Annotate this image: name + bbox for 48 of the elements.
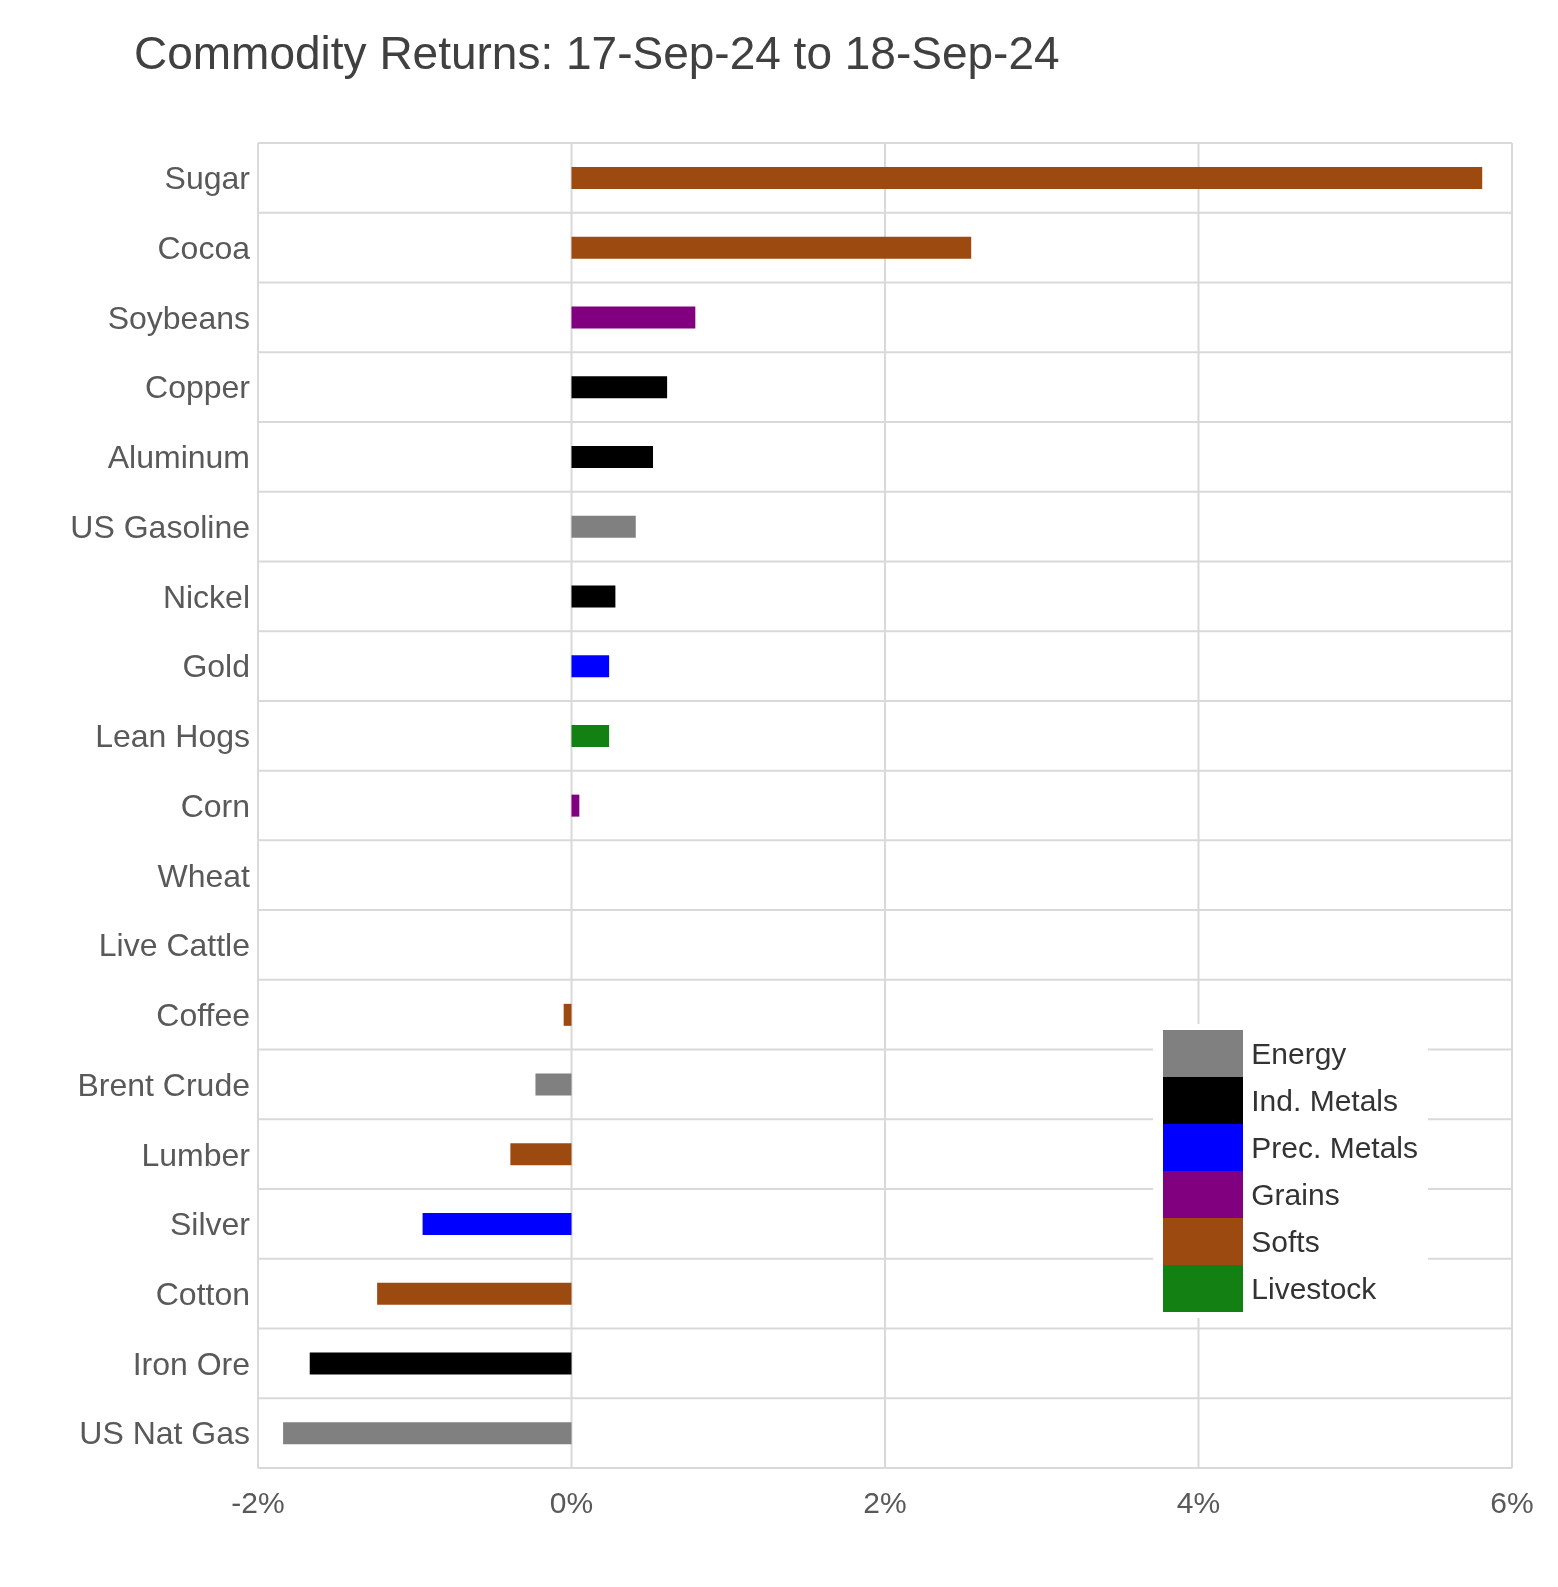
legend-label: Livestock [1251,1271,1377,1306]
chart-title: Commodity Returns: 17-Sep-24 to 18-Sep-24 [134,26,1060,80]
legend-label: Ind. Metals [1251,1083,1399,1118]
y-tick-label: Sugar [164,160,251,197]
bar [309,1352,572,1375]
x-tick-label: 6% [1490,1486,1534,1520]
y-tick-label: Cocoa [157,229,251,266]
y-tick-label: US Gasoline [70,508,250,545]
bar [422,1213,572,1236]
y-tick-label: Wheat [157,857,251,894]
bar [571,167,1483,189]
x-tick-label: 0% [549,1486,594,1520]
y-tick-label: Lumber [141,1136,251,1173]
bar [563,1003,572,1026]
bar [571,445,654,468]
y-tick-label: Gold [182,648,250,685]
legend-label: Energy [1251,1036,1347,1071]
bar [571,236,972,259]
y-tick-label: Cotton [155,1276,250,1313]
bar [510,1143,572,1166]
legend-label: Grains [1251,1177,1340,1212]
bar [571,306,696,329]
y-tick-label: Corn [180,787,250,824]
x-tick-label: -2% [231,1486,285,1520]
bar [571,376,668,399]
y-tick-label: Live Cattle [98,927,250,964]
legend-label: Softs [1251,1224,1320,1259]
bar [571,655,610,678]
x-tick-label: 4% [1176,1486,1221,1520]
y-tick-label: Soybeans [107,299,250,336]
y-tick-label: Lean Hogs [95,718,250,755]
bar [571,585,616,608]
bar [571,515,636,538]
bar [571,794,580,817]
bar [535,1073,572,1096]
y-tick-label: Copper [145,369,251,406]
y-tick-label: Coffee [156,997,250,1034]
y-tick-label: Brent Crude [77,1066,250,1103]
bar [377,1282,572,1305]
y-tick-label: Silver [169,1206,251,1243]
bar [571,724,610,747]
bar [283,1422,572,1445]
x-tick-label: 2% [863,1486,907,1520]
legend-label: Prec. Metals [1251,1130,1418,1165]
y-tick-label: Aluminum [107,439,250,476]
y-tick-label: Iron Ore [132,1345,250,1382]
y-tick-label: Nickel [162,578,250,615]
y-tick-label: US Nat Gas [79,1415,250,1452]
